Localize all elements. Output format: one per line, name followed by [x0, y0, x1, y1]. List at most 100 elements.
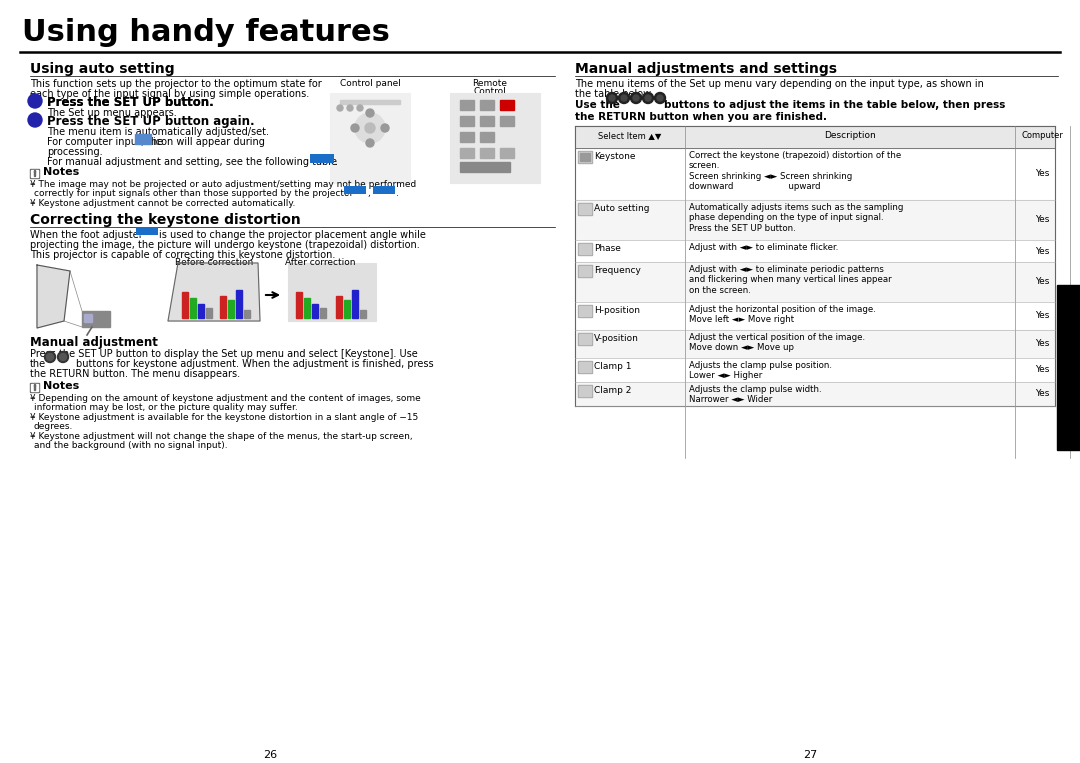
- Bar: [288, 263, 376, 321]
- Circle shape: [657, 95, 663, 101]
- Text: Control panel: Control panel: [339, 79, 401, 88]
- Polygon shape: [168, 263, 260, 321]
- Text: Operations: Operations: [1062, 333, 1075, 402]
- Text: V-position: V-position: [594, 334, 639, 343]
- Bar: [30, 169, 39, 178]
- Text: The Set up menu appears.: The Set up menu appears.: [48, 108, 177, 118]
- Text: Yes: Yes: [1036, 246, 1050, 256]
- Text: p.27: p.27: [312, 154, 330, 163]
- Text: each type of the input signal by using simple operations.: each type of the input signal by using s…: [30, 89, 309, 99]
- Text: Automatically adjusts items such as the sampling
phase depending on the type of : Automatically adjusts items such as the …: [689, 203, 903, 233]
- Bar: [198, 304, 204, 318]
- Circle shape: [347, 105, 353, 111]
- Bar: [579, 386, 591, 396]
- Bar: [31, 170, 38, 177]
- Bar: [500, 148, 514, 158]
- Text: Yes: Yes: [1036, 389, 1050, 398]
- Text: H-position: H-position: [594, 306, 640, 315]
- Text: Adjusts the clamp pulse position.
Lower ◄► Higher: Adjusts the clamp pulse position. Lower …: [689, 361, 832, 381]
- Bar: [575, 382, 1055, 406]
- Text: Press the SET UP button again.: Press the SET UP button again.: [48, 115, 255, 128]
- Circle shape: [57, 352, 68, 362]
- Text: Adjust the vertical position of the image.
Move down ◄► Move up: Adjust the vertical position of the imag…: [689, 333, 865, 353]
- Text: Use the: Use the: [575, 100, 620, 110]
- Text: the table below.: the table below.: [575, 89, 653, 99]
- Circle shape: [365, 123, 375, 133]
- Text: Yes: Yes: [1036, 278, 1050, 286]
- Text: Correct the keystone (trapezoid) distortion of the
screen.
Screen shrinking ◄► S: Correct the keystone (trapezoid) distort…: [689, 151, 901, 192]
- Bar: [460, 132, 474, 142]
- Bar: [460, 116, 474, 126]
- Bar: [575, 330, 1055, 358]
- Bar: [575, 302, 1055, 330]
- Bar: [579, 334, 591, 344]
- Bar: [480, 116, 494, 126]
- Text: Notes: Notes: [43, 381, 79, 391]
- Text: and the background (with no signal input).: and the background (with no signal input…: [33, 441, 228, 450]
- Circle shape: [621, 95, 627, 101]
- Bar: [575, 126, 1055, 148]
- Bar: [228, 300, 234, 318]
- Text: information may be lost, or the picture quality may suffer.: information may be lost, or the picture …: [33, 403, 298, 412]
- Text: This projector is capable of correcting this keystone distortion.: This projector is capable of correcting …: [30, 250, 336, 260]
- Text: Computer: Computer: [1022, 131, 1064, 140]
- Circle shape: [337, 105, 343, 111]
- Text: Auto setting: Auto setting: [594, 204, 649, 213]
- Bar: [190, 298, 195, 318]
- Text: Press the SET UP button.: Press the SET UP button.: [48, 96, 214, 109]
- Circle shape: [351, 124, 359, 132]
- Bar: [220, 296, 226, 318]
- Bar: [578, 203, 592, 215]
- Text: p.46: p.46: [375, 186, 392, 195]
- Text: .: .: [335, 157, 338, 167]
- Text: Notes: Notes: [43, 167, 79, 177]
- Text: .: .: [396, 189, 399, 198]
- Circle shape: [44, 352, 55, 362]
- Text: icon will appear during: icon will appear during: [153, 137, 265, 147]
- Circle shape: [28, 94, 42, 108]
- Circle shape: [28, 113, 42, 127]
- Text: Yes: Yes: [1036, 365, 1050, 375]
- Bar: [340, 100, 400, 104]
- Text: Frequency: Frequency: [594, 266, 640, 275]
- Bar: [578, 243, 592, 255]
- Bar: [320, 308, 326, 318]
- Text: 1: 1: [31, 96, 39, 106]
- Bar: [578, 385, 592, 397]
- Text: Yes: Yes: [1036, 340, 1050, 349]
- Bar: [575, 200, 1055, 240]
- Bar: [578, 361, 592, 373]
- Text: Remote: Remote: [473, 79, 508, 88]
- Text: ,: ,: [367, 189, 369, 198]
- Text: ¥ Keystone adjustment will not change the shape of the menus, the start-up scree: ¥ Keystone adjustment will not change th…: [30, 432, 413, 441]
- Text: Yes: Yes: [1036, 311, 1050, 320]
- Bar: [345, 300, 350, 318]
- FancyBboxPatch shape: [343, 185, 366, 195]
- Bar: [460, 148, 474, 158]
- Bar: [579, 266, 591, 276]
- Text: Adjust with ◄► to eliminate flicker.: Adjust with ◄► to eliminate flicker.: [689, 243, 838, 252]
- Text: For manual adjustment and setting, see the following table: For manual adjustment and setting, see t…: [48, 157, 337, 167]
- Bar: [579, 204, 591, 214]
- Bar: [460, 100, 474, 110]
- Text: Adjusts the clamp pulse width.
Narrower ◄► Wider: Adjusts the clamp pulse width. Narrower …: [689, 385, 822, 404]
- Polygon shape: [37, 265, 70, 328]
- Bar: [480, 100, 494, 110]
- Circle shape: [633, 95, 639, 101]
- Bar: [82, 311, 110, 327]
- Text: Phase: Phase: [594, 244, 621, 253]
- Bar: [336, 296, 342, 318]
- Text: 27: 27: [802, 750, 818, 760]
- Bar: [500, 100, 514, 110]
- Text: This function sets up the projector to the optimum state for: This function sets up the projector to t…: [30, 79, 322, 89]
- Text: Control: Control: [474, 87, 507, 96]
- Text: ¥ Keystone adjustment cannot be corrected automatically.: ¥ Keystone adjustment cannot be correcte…: [30, 199, 295, 208]
- Bar: [1057, 285, 1080, 450]
- Text: Keystone: Keystone: [594, 152, 635, 161]
- Text: correctly for input signals other than those supported by the projector: correctly for input signals other than t…: [33, 189, 353, 198]
- Text: Press the SET UP button.: Press the SET UP button.: [48, 96, 214, 109]
- Text: When the foot adjuster: When the foot adjuster: [30, 230, 143, 240]
- Text: Using handy features: Using handy features: [22, 18, 390, 47]
- Bar: [296, 292, 302, 318]
- Text: degrees.: degrees.: [33, 422, 73, 431]
